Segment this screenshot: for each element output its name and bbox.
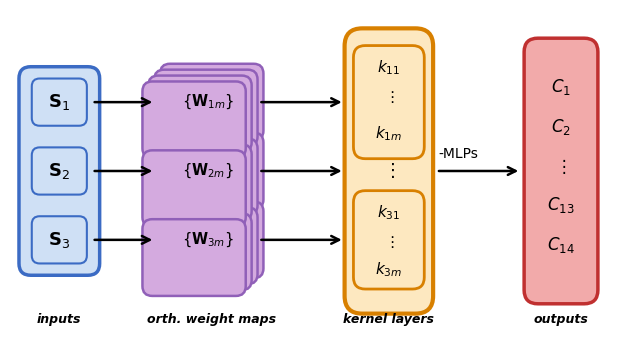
FancyBboxPatch shape — [154, 70, 257, 146]
Text: kernel layers: kernel layers — [343, 313, 435, 326]
FancyBboxPatch shape — [143, 150, 246, 227]
Text: $\{\mathbf{W}_{1m}\}$: $\{\mathbf{W}_{1m}\}$ — [182, 93, 234, 111]
Text: $\vdots$: $\vdots$ — [383, 162, 395, 180]
Text: $\mathbf{S}_3$: $\mathbf{S}_3$ — [48, 230, 70, 250]
FancyBboxPatch shape — [148, 76, 252, 152]
Text: $k_{3m}$: $k_{3m}$ — [375, 260, 403, 279]
Text: $\vdots$: $\vdots$ — [383, 234, 394, 250]
Text: -MLPs: -MLPs — [438, 147, 478, 161]
FancyBboxPatch shape — [32, 216, 87, 264]
FancyBboxPatch shape — [143, 219, 246, 296]
FancyBboxPatch shape — [160, 64, 264, 140]
Text: $\vdots$: $\vdots$ — [383, 89, 394, 105]
FancyBboxPatch shape — [32, 147, 87, 195]
FancyBboxPatch shape — [148, 213, 252, 290]
FancyBboxPatch shape — [154, 207, 257, 284]
Text: $C_{14}$: $C_{14}$ — [547, 235, 575, 255]
FancyBboxPatch shape — [353, 191, 424, 289]
Text: $\{\mathbf{W}_{3m}\}$: $\{\mathbf{W}_{3m}\}$ — [182, 231, 234, 249]
Text: orth. weight maps: orth. weight maps — [147, 313, 276, 326]
FancyBboxPatch shape — [160, 133, 264, 209]
FancyBboxPatch shape — [344, 28, 433, 314]
FancyBboxPatch shape — [353, 46, 424, 159]
Text: $\{\mathbf{W}_{2m}\}$: $\{\mathbf{W}_{2m}\}$ — [182, 162, 234, 180]
Text: $\vdots$: $\vdots$ — [556, 157, 566, 176]
Text: $k_{11}$: $k_{11}$ — [377, 58, 401, 77]
Text: $C_2$: $C_2$ — [551, 117, 571, 137]
Text: $\mathbf{S}_1$: $\mathbf{S}_1$ — [48, 92, 70, 112]
Text: $C_{13}$: $C_{13}$ — [547, 195, 575, 216]
Text: $\mathbf{S}_2$: $\mathbf{S}_2$ — [49, 161, 70, 181]
Text: inputs: inputs — [37, 313, 81, 326]
FancyBboxPatch shape — [154, 138, 257, 215]
FancyBboxPatch shape — [19, 67, 100, 275]
Text: $C_1$: $C_1$ — [551, 77, 571, 98]
FancyBboxPatch shape — [32, 78, 87, 126]
Text: $k_{31}$: $k_{31}$ — [377, 203, 401, 222]
Text: $k_{1m}$: $k_{1m}$ — [375, 124, 403, 143]
FancyBboxPatch shape — [160, 202, 264, 278]
Text: outputs: outputs — [534, 313, 588, 326]
FancyBboxPatch shape — [148, 145, 252, 221]
FancyBboxPatch shape — [143, 81, 246, 158]
FancyBboxPatch shape — [524, 38, 598, 304]
